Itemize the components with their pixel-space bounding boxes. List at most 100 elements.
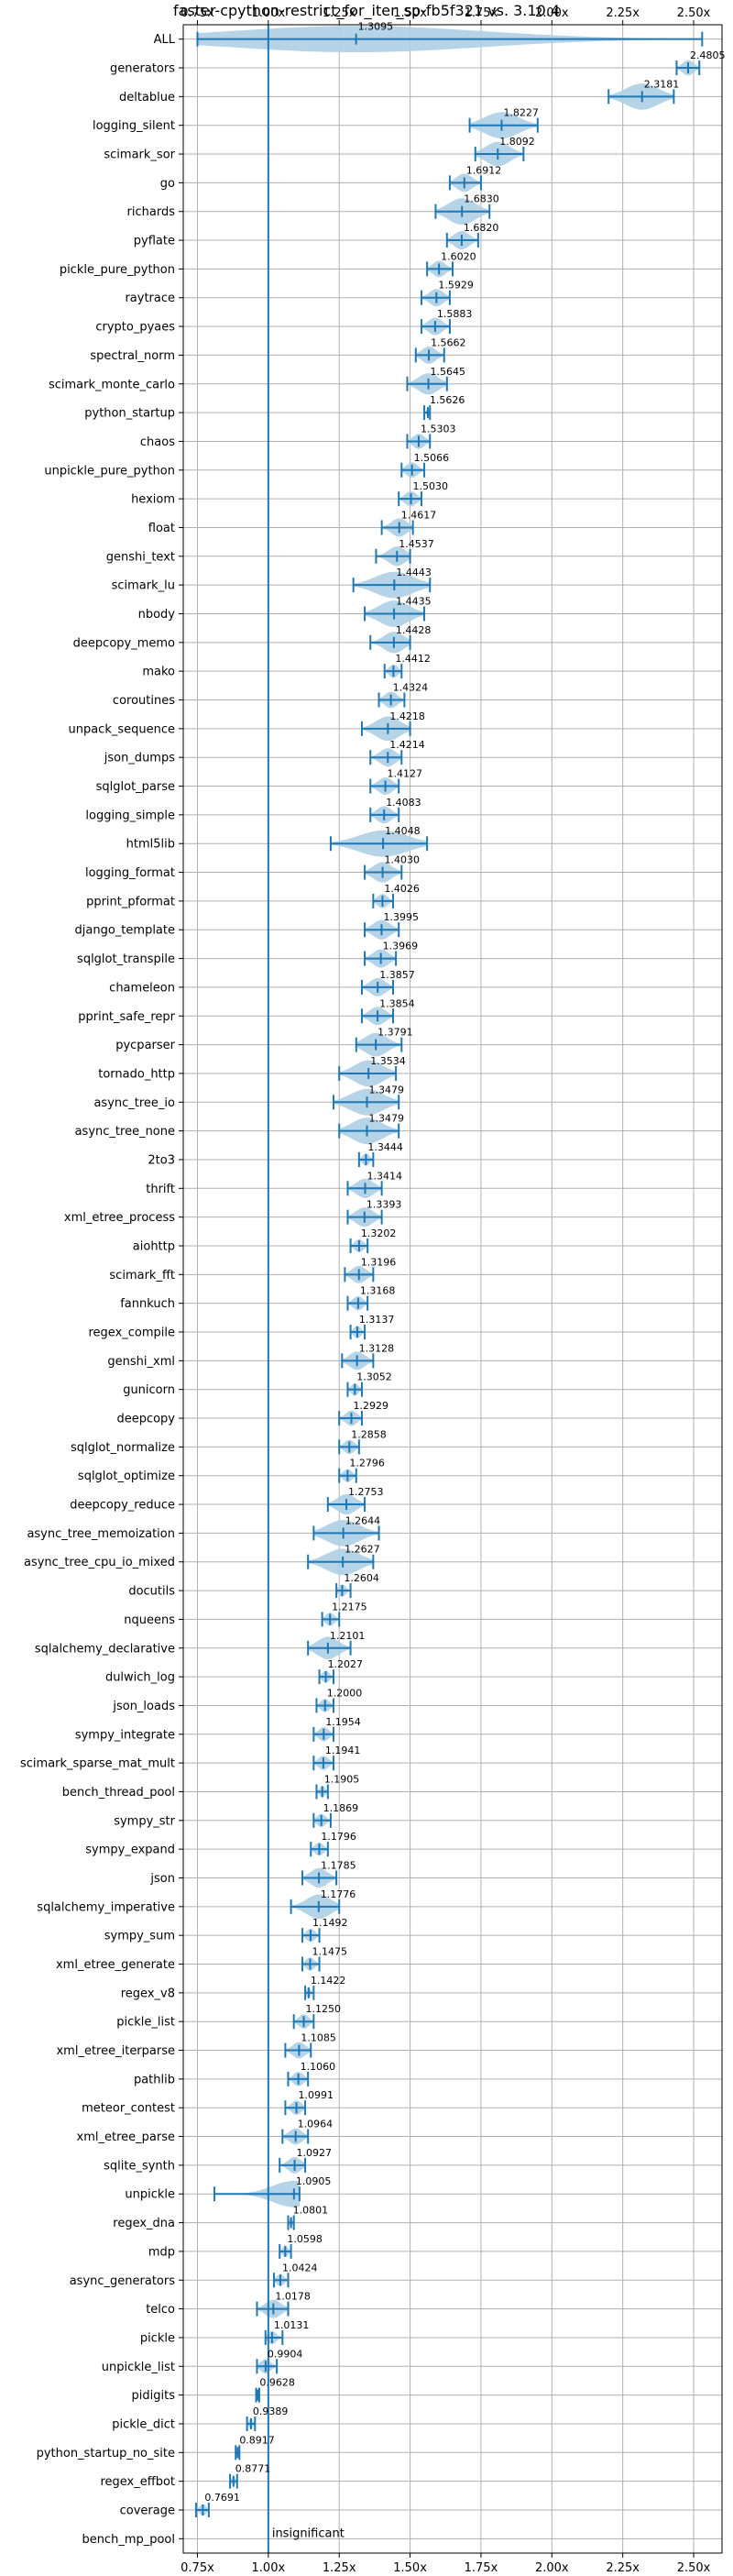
benchmark-label: scimark_sparse_mat_mult <box>20 1757 175 1771</box>
value-label: 1.3052 <box>356 1371 392 1383</box>
benchmark-label: telco <box>146 2303 175 2317</box>
value-label: 1.0131 <box>274 2319 310 2331</box>
benchmark-label: deltablue <box>119 91 175 105</box>
value-label: 1.4537 <box>399 538 434 550</box>
chart-title: faster-cpython-restrict_for_iter_sp-fb5f… <box>173 2 560 20</box>
benchmark-label: regex_effbot <box>100 2475 175 2489</box>
benchmark-label: xml_etree_process <box>64 1211 175 1225</box>
value-label: 1.5645 <box>431 366 466 378</box>
value-label: 1.4048 <box>385 825 421 837</box>
value-label: 1.1060 <box>301 2061 336 2073</box>
value-label: 1.2753 <box>348 1486 384 1498</box>
value-label: 1.3128 <box>359 1342 395 1354</box>
benchmark-label: thrift <box>146 1183 175 1196</box>
benchmark-label: sympy_integrate <box>75 1728 175 1742</box>
benchmark-label: genshi_text <box>106 550 175 564</box>
plot-frame <box>182 24 723 2554</box>
value-label: 0.8917 <box>239 2434 275 2446</box>
value-label: 1.3534 <box>370 1055 406 1067</box>
value-label: 1.4083 <box>386 797 421 809</box>
value-label: 1.0424 <box>282 2262 318 2273</box>
benchmark-label: unpickle_pure_python <box>44 464 175 478</box>
x-tick-label-bottom: 1.75x <box>465 2561 498 2575</box>
benchmark-label: pickle <box>140 2331 175 2345</box>
value-label: 1.3137 <box>359 1314 395 1326</box>
value-label: 1.3444 <box>367 1141 403 1153</box>
value-label: 1.3168 <box>360 1285 396 1297</box>
value-label: 1.3095 <box>358 21 394 33</box>
benchmark-label: async_tree_cpu_io_mixed <box>24 1556 175 1569</box>
axes: 0.75x 0.75x 1.00x 1.00x 1.25x 1.25x 1.50x 1.50x… <box>20 6 711 2575</box>
value-label: 1.1954 <box>325 1716 361 1728</box>
value-label: 0.9904 <box>268 2348 303 2360</box>
value-label: 1.4428 <box>396 624 432 636</box>
benchmark-label: json_loads <box>112 1700 175 1713</box>
value-label: 1.3196 <box>361 1256 397 1268</box>
benchmark-label: spectral_norm <box>90 349 175 363</box>
value-label: 1.0927 <box>297 2147 333 2159</box>
value-label: 1.3854 <box>379 997 415 1009</box>
benchmark-label: crypto_pyaes <box>95 321 175 335</box>
value-label: 1.3995 <box>383 911 419 923</box>
benchmark-label: pprint_pformat <box>86 895 175 908</box>
benchmark-label: pickle_list <box>116 2016 175 2030</box>
benchmark-label: richards <box>127 205 176 219</box>
benchmark-label: raytrace <box>125 292 175 305</box>
benchmark-label: deepcopy_memo <box>73 636 175 650</box>
value-label: 1.2000 <box>327 1687 363 1699</box>
benchmark-label: async_generators <box>70 2274 176 2288</box>
value-label: 1.3479 <box>369 1084 405 1095</box>
x-tick-label-bottom: 2.25x <box>606 2561 640 2575</box>
value-label: 1.2796 <box>349 1458 385 1470</box>
benchmark-label: async_tree_none <box>75 1125 175 1139</box>
benchmark-label: bench_mp_pool <box>82 2533 175 2547</box>
benchmark-label: async_tree_io <box>93 1096 175 1110</box>
benchmark-label: regex_v8 <box>121 1987 175 2000</box>
benchmark-label: dulwich_log <box>105 1671 175 1685</box>
x-tick-label-top: 1.75x <box>465 6 498 20</box>
value-label: 1.2929 <box>353 1400 388 1412</box>
benchmark-label: unpack_sequence <box>68 722 175 736</box>
value-label: 1.1776 <box>321 1888 356 1900</box>
value-label: 1.6820 <box>464 222 499 234</box>
benchmark-label: gunicorn <box>123 1383 175 1397</box>
value-label: 1.2027 <box>328 1658 364 1670</box>
benchmark-label: xml_etree_parse <box>77 2130 175 2144</box>
benchmark-label: json <box>149 1872 175 1886</box>
benchmark-label: sqlite_synth <box>104 2159 175 2173</box>
value-label: 1.5030 <box>413 480 449 492</box>
benchmark-label: mdp <box>148 2245 175 2259</box>
benchmark-label: fannkuch <box>120 1297 175 1311</box>
value-label: 1.6830 <box>464 193 499 205</box>
value-label: 2.4805 <box>690 50 726 61</box>
benchmark-label: ALL <box>154 33 176 47</box>
benchmark-label: python_startup <box>84 407 175 421</box>
benchmark-label: chameleon <box>109 981 175 995</box>
value-label: 1.0991 <box>299 2089 334 2101</box>
benchmark-label: sqlglot_transpile <box>77 952 175 966</box>
benchmark-label: sqlglot_normalize <box>71 1441 175 1455</box>
x-tick-label-top: 2.50x <box>677 6 711 20</box>
value-label: 1.2627 <box>345 1544 380 1556</box>
benchmark-label: go <box>160 177 175 191</box>
benchmark-label: sqlalchemy_imperative <box>37 1900 175 1914</box>
benchmark-label: pyflate <box>134 235 175 248</box>
value-label: 1.1475 <box>312 1946 347 1958</box>
benchmark-label: chaos <box>140 435 175 449</box>
value-label: 1.5662 <box>431 336 466 348</box>
benchmark-label: pprint_safe_repr <box>78 1010 175 1024</box>
value-label: 1.5883 <box>437 308 473 320</box>
benchmark-label: coroutines <box>113 694 175 708</box>
value-label: 1.2644 <box>345 1514 381 1526</box>
benchmark-label: aiohttp <box>133 1239 175 1253</box>
value-label: 1.1422 <box>311 1975 346 1987</box>
benchmark-label: hexiom <box>131 493 175 507</box>
benchmark-label: django_template <box>75 924 175 938</box>
value-label: 1.1250 <box>306 2003 342 2015</box>
x-tick-label-bottom: 1.25x <box>323 2561 356 2575</box>
benchmark-label: generators <box>110 62 175 76</box>
value-label: 1.5303 <box>421 423 456 435</box>
benchmark-label: async_tree_memoization <box>27 1527 175 1541</box>
value-label: 1.4324 <box>393 682 429 694</box>
